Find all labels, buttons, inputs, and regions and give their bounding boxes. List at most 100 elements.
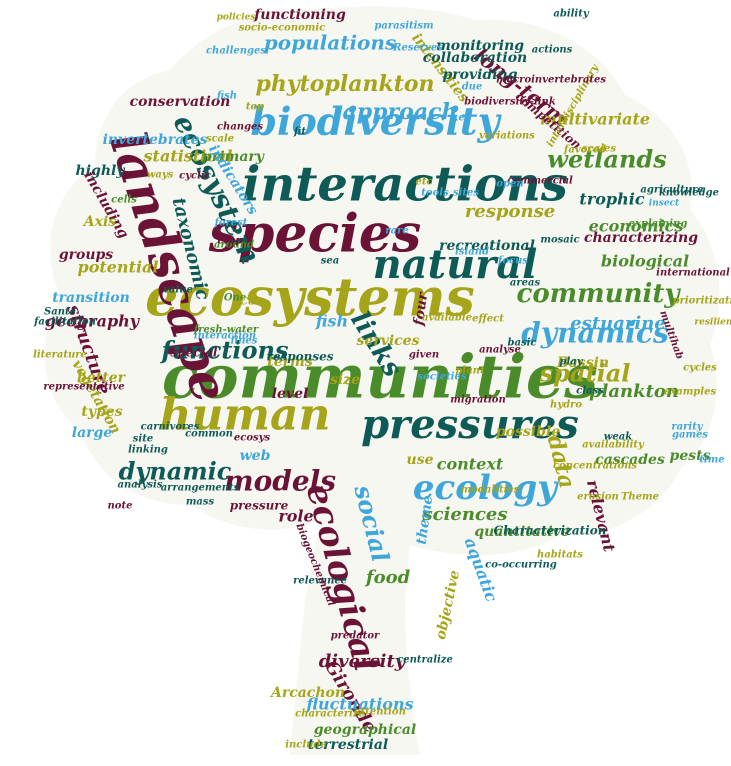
word-monitoring: monitoring	[436, 38, 524, 54]
word-large: large	[72, 425, 113, 441]
word-value: value	[163, 285, 193, 296]
word-mass: mass	[186, 497, 215, 508]
word-fit: fit	[293, 127, 306, 138]
word-better: better	[77, 370, 127, 386]
word-geographical: geographical	[314, 722, 416, 738]
word-four: four	[411, 290, 432, 327]
word-transition: transition	[52, 290, 130, 306]
word-axis: Axis	[82, 214, 117, 230]
word-terrestrial: terrestrial	[308, 737, 388, 753]
word-class: class	[576, 386, 604, 397]
word-collaboration: collaboration	[423, 50, 527, 66]
word-sites: sites	[453, 188, 479, 199]
word-use: use	[407, 452, 434, 468]
word-analyse: analyse	[479, 345, 521, 356]
word-hydro: hydro	[550, 400, 582, 411]
word-top: top	[246, 102, 264, 113]
word-fish: fish	[216, 91, 237, 102]
word-literature: literature	[33, 350, 87, 361]
word-providing: providing	[442, 67, 517, 83]
word-reserves: Reserves	[392, 43, 443, 54]
word-ways: ways	[147, 170, 174, 181]
word-cells: cells	[111, 195, 137, 206]
word-relevance: relevance	[293, 576, 347, 587]
word-phytoplankton: phytoplankton	[255, 71, 434, 97]
word-weak: weak	[604, 432, 632, 443]
word-conservation: conservation	[130, 94, 231, 110]
word-potential: potential	[78, 258, 159, 277]
word-human: human	[159, 390, 330, 441]
word-key: key	[451, 113, 471, 124]
word-can: Can	[240, 297, 262, 308]
word-note: note	[108, 501, 133, 512]
word-fluctuations: fluctuations	[305, 695, 413, 714]
word-availability: availability	[582, 440, 645, 451]
word-invertebrates: invertebrates	[103, 132, 208, 148]
word-response: response	[465, 201, 555, 222]
word-etc: etc	[415, 177, 432, 188]
word-scale: scale	[206, 134, 234, 145]
word-changes: changes	[217, 122, 263, 133]
word-pressure: pressure	[230, 499, 289, 513]
word-modalities: modalities	[461, 485, 520, 496]
word-spatial: spatial	[539, 359, 631, 388]
word-erosion: erosion	[577, 492, 619, 503]
word-plant: plant	[455, 366, 485, 377]
word-scales: scales	[582, 144, 616, 155]
word-sant-: Santé	[44, 307, 76, 318]
word-parasitism: parasitism	[374, 21, 433, 32]
word-habitats: habitats	[537, 550, 583, 561]
word-sciences: sciences	[421, 504, 507, 525]
word-challenges: challenges	[206, 46, 266, 57]
word-variations: variations	[479, 131, 535, 142]
word-recreational: recreational	[439, 238, 535, 254]
word-quantitative: quantitative	[474, 524, 569, 540]
word-lines: lines	[231, 336, 258, 347]
word-socio-economic: socio-economic	[239, 23, 326, 34]
word-estuarine: estuarine	[570, 313, 666, 334]
word-co-occurring: co-occurring	[485, 560, 557, 571]
word-biodiversity: biodiversity	[250, 99, 502, 144]
word-include: include	[285, 740, 327, 751]
word-models: models	[224, 465, 336, 498]
word-rare: rare	[385, 226, 408, 237]
word-representative: representative	[43, 382, 124, 393]
word-role: role	[278, 507, 313, 526]
word-commercial: commercial	[507, 176, 573, 187]
word-objective: objective	[433, 569, 463, 641]
word-ecosystems: ecosystems	[145, 268, 475, 329]
word-mosaic: mosaic	[540, 235, 579, 246]
word-interactions: interactions	[242, 157, 568, 213]
word-concentrations: concentrations	[553, 461, 637, 472]
word-cascades: cascades	[595, 452, 665, 468]
word-types: types	[81, 404, 122, 420]
word-plankton: plankton	[589, 381, 679, 402]
word-crop: crop	[217, 236, 242, 247]
word-due: due	[462, 82, 483, 93]
word-pressures: pressures	[361, 401, 579, 448]
word-fresh-water: fresh-water	[193, 325, 259, 336]
word-attention: attention	[354, 707, 406, 718]
word-arcachon: Arcachon	[269, 685, 345, 701]
word-play: play	[559, 357, 583, 368]
word-favored: favored	[563, 145, 606, 156]
word-community: community	[517, 279, 682, 309]
word-multivariate: multivariate	[540, 110, 650, 129]
word-communities: communities	[162, 343, 598, 413]
word-geography: geography	[45, 312, 141, 331]
word-given: given	[409, 350, 439, 361]
word-games: games	[672, 430, 708, 441]
word-time: time	[699, 455, 724, 466]
word-approach: approach	[343, 99, 458, 125]
word-pests: pests	[670, 448, 711, 464]
word-linking: linking	[128, 445, 168, 456]
word-sea: sea	[321, 256, 339, 267]
word-natural: natural	[373, 241, 538, 288]
word-theme: Theme	[621, 492, 659, 503]
word-facilitation: facilitation	[33, 317, 96, 328]
word-trophic: trophic	[579, 190, 644, 209]
word-macroinvertebrates: macroinvertebrates	[496, 75, 606, 86]
word-prioritization: prioritization	[673, 296, 731, 307]
word-arrangements: arrangements	[161, 483, 240, 494]
